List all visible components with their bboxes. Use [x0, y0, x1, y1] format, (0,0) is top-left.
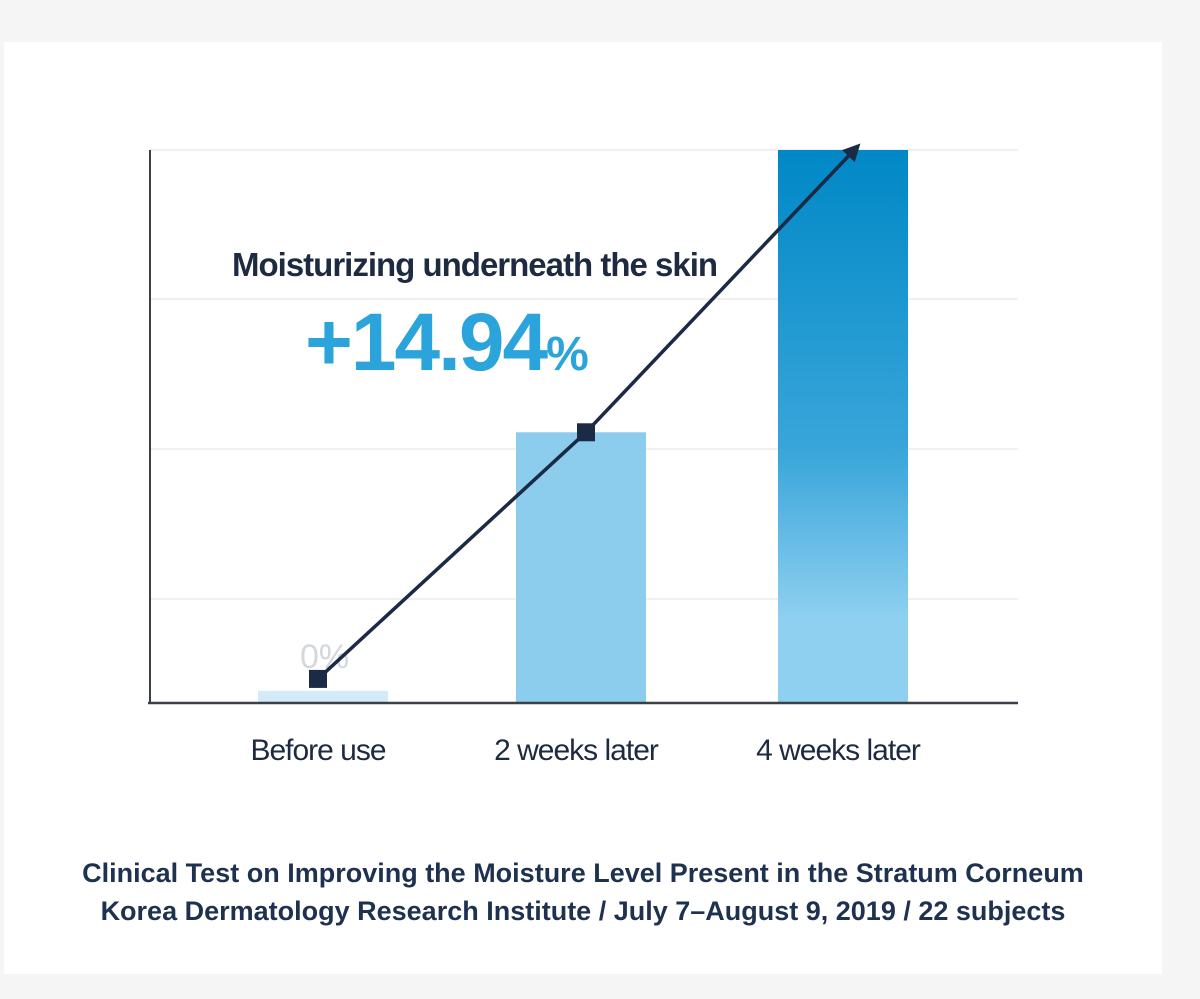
annotation-unit: % — [546, 328, 589, 381]
caption-source: Korea Dermatology Research Institute / J… — [100, 896, 1066, 926]
x-tick-label-0: Before use — [250, 734, 385, 767]
x-tick-label-1: 2 weeks later — [494, 734, 659, 767]
bar-2 — [778, 150, 908, 702]
trend-marker-0 — [309, 669, 327, 688]
annotation-label: Moisturizing underneath the skin — [232, 246, 718, 283]
axes — [148, 150, 1018, 705]
trend-marker-1 — [577, 423, 595, 442]
trend-arrow — [309, 143, 861, 688]
bar-1 — [516, 432, 646, 702]
caption-title: Clinical Test on Improving the Moisture … — [82, 858, 1084, 888]
annotation-value: +14.94% — [305, 302, 589, 384]
bars — [258, 150, 908, 702]
bar-0 — [258, 690, 388, 702]
x-tick-label-2: 4 weeks later — [756, 734, 921, 767]
annotation-number: +14.94 — [305, 297, 548, 388]
